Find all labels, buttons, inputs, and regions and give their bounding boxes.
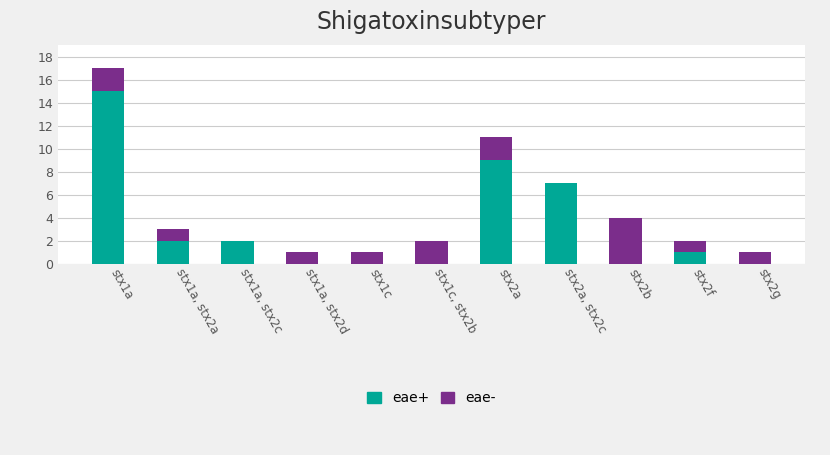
Bar [157,241,189,264]
Bar [222,241,254,264]
Bar [609,218,642,264]
Legend: eae+, eae-: eae+, eae- [360,384,503,412]
Bar [157,229,189,241]
Bar [92,69,124,91]
Bar [544,183,577,264]
Bar [480,137,512,161]
Bar [480,161,512,264]
Bar [674,253,706,264]
Bar [351,253,383,264]
Bar [416,241,447,264]
Bar [674,241,706,253]
Bar [286,253,319,264]
Bar [92,91,124,264]
Title: Shigatoxinsubtyper: Shigatoxinsubtyper [317,10,546,34]
Bar [739,253,771,264]
